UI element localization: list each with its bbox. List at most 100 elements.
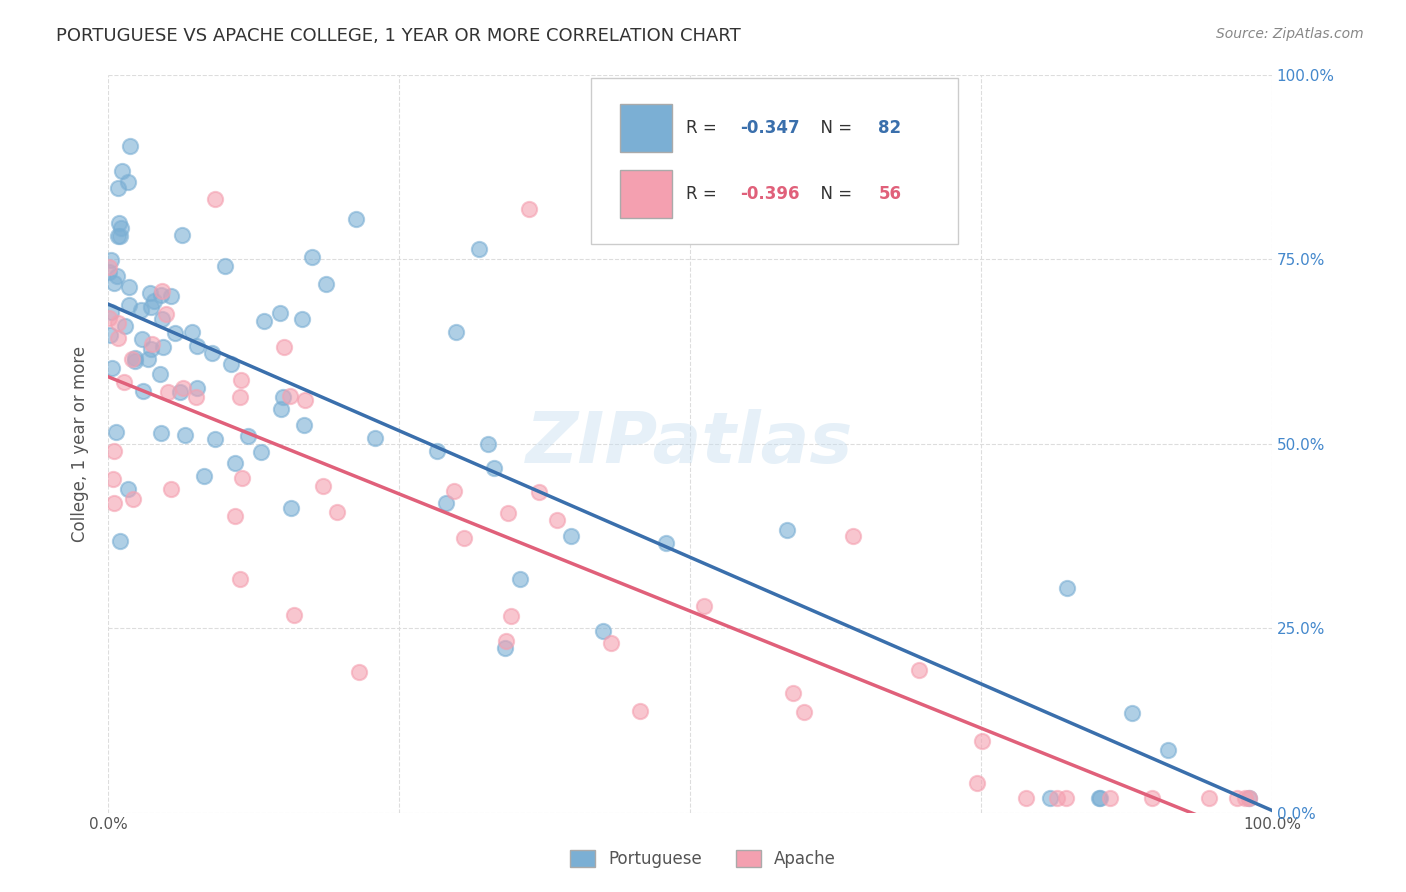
- Text: 82: 82: [879, 119, 901, 136]
- Point: [150, 426, 173, 441]
- Point: [273, 339, 295, 353]
- Point: [100, 304, 122, 318]
- Point: [426, 443, 449, 458]
- Bar: [620, 170, 672, 219]
- Point: [484, 461, 506, 475]
- Point: [204, 432, 226, 446]
- Point: [793, 705, 815, 719]
- Text: Source: ZipAtlas.com: Source: ZipAtlas.com: [1216, 27, 1364, 41]
- Point: [124, 354, 146, 368]
- Point: [224, 456, 246, 470]
- Point: [1054, 790, 1077, 805]
- Point: [509, 572, 531, 586]
- Point: [1099, 790, 1122, 805]
- Point: [117, 175, 139, 189]
- Point: [291, 312, 314, 326]
- Point: [122, 492, 145, 507]
- Point: [150, 288, 173, 302]
- Bar: [620, 104, 672, 152]
- Point: [1234, 790, 1257, 805]
- Point: [628, 704, 651, 718]
- Point: [495, 634, 517, 648]
- Point: [108, 216, 131, 230]
- Point: [114, 318, 136, 333]
- Point: [250, 444, 273, 458]
- Text: -0.396: -0.396: [740, 185, 800, 203]
- Point: [842, 529, 865, 543]
- Point: [156, 384, 179, 399]
- Point: [117, 482, 139, 496]
- Point: [693, 599, 716, 613]
- Point: [782, 686, 804, 700]
- Point: [149, 367, 172, 381]
- Point: [103, 495, 125, 509]
- Point: [98, 311, 121, 326]
- Point: [283, 608, 305, 623]
- Point: [219, 357, 242, 371]
- Point: [107, 331, 129, 345]
- Point: [111, 164, 134, 178]
- Point: [100, 252, 122, 267]
- Point: [155, 307, 177, 321]
- Point: [294, 393, 316, 408]
- Point: [143, 294, 166, 309]
- Point: [477, 437, 499, 451]
- Point: [467, 242, 489, 256]
- Point: [453, 531, 475, 545]
- Point: [775, 524, 797, 538]
- Point: [181, 325, 204, 339]
- Text: N =: N =: [810, 119, 858, 136]
- Point: [546, 513, 568, 527]
- Point: [101, 473, 124, 487]
- Point: [600, 635, 623, 649]
- Point: [907, 663, 929, 677]
- Point: [494, 641, 516, 656]
- Point: [129, 303, 152, 318]
- Point: [112, 376, 135, 390]
- Text: N =: N =: [810, 185, 858, 203]
- Point: [98, 260, 121, 274]
- Point: [592, 624, 614, 638]
- Text: 56: 56: [879, 185, 901, 203]
- Point: [280, 501, 302, 516]
- Point: [236, 429, 259, 443]
- Point: [344, 211, 367, 226]
- Point: [280, 389, 302, 403]
- Point: [966, 775, 988, 789]
- Point: [121, 351, 143, 366]
- Point: [118, 280, 141, 294]
- Point: [107, 181, 129, 195]
- Point: [165, 326, 187, 340]
- Text: R =: R =: [686, 185, 723, 203]
- Text: -0.347: -0.347: [740, 119, 800, 136]
- Point: [101, 360, 124, 375]
- Point: [269, 306, 291, 320]
- Point: [325, 505, 347, 519]
- Point: [214, 260, 236, 274]
- Point: [136, 351, 159, 366]
- Point: [654, 536, 676, 550]
- Point: [186, 380, 208, 394]
- Point: [1157, 743, 1180, 757]
- Point: [108, 533, 131, 548]
- Point: [103, 444, 125, 458]
- Point: [229, 390, 252, 404]
- Point: [103, 277, 125, 291]
- Point: [270, 401, 292, 416]
- Point: [1237, 790, 1260, 805]
- Point: [184, 390, 207, 404]
- Point: [229, 572, 252, 586]
- Point: [434, 496, 457, 510]
- Point: [292, 417, 315, 432]
- FancyBboxPatch shape: [591, 78, 957, 244]
- Point: [315, 277, 337, 291]
- Text: ZIPatlas: ZIPatlas: [526, 409, 853, 478]
- Point: [1142, 790, 1164, 805]
- Point: [972, 734, 994, 748]
- Point: [224, 508, 246, 523]
- Point: [499, 609, 522, 624]
- Text: R =: R =: [686, 119, 723, 136]
- Point: [105, 268, 128, 283]
- Point: [150, 284, 173, 298]
- Point: [160, 289, 183, 303]
